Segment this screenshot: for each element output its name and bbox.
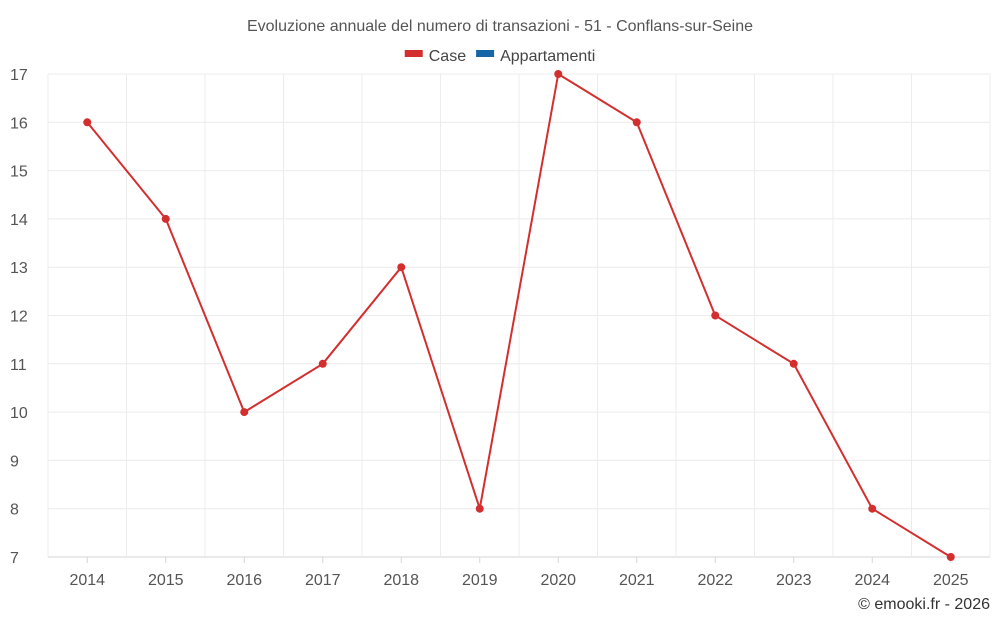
data-point[interactable] — [475, 504, 484, 513]
x-tick-label: 2014 — [69, 572, 105, 589]
y-tick-label: 12 — [10, 309, 28, 326]
data-point[interactable] — [397, 263, 406, 272]
x-tick-label: 2020 — [540, 572, 576, 589]
data-point[interactable] — [632, 118, 641, 127]
x-tick-label: 2024 — [854, 572, 890, 589]
y-axis-ticks: 7 8 9 10 11 12 13 14 15 16 17 — [10, 67, 28, 567]
x-tick-label: 2021 — [619, 572, 655, 589]
data-point[interactable] — [868, 504, 877, 513]
series-line-case — [86, 72, 952, 558]
data-point[interactable] — [554, 70, 563, 78]
data-point[interactable] — [318, 359, 327, 368]
credit-text: © emooki.fr - 2026 — [858, 596, 990, 613]
data-point[interactable] — [161, 214, 170, 223]
legend-swatch-case[interactable] — [404, 50, 423, 57]
y-tick-label: 9 — [10, 453, 19, 470]
legend: Case Appartamenti — [404, 48, 595, 65]
series — [83, 70, 955, 561]
y-tick-label: 17 — [10, 67, 28, 84]
data-point[interactable] — [946, 553, 955, 561]
y-tick-label: 15 — [10, 164, 28, 181]
x-tick-label: 2025 — [933, 572, 969, 589]
data-point[interactable] — [83, 118, 92, 127]
y-tick-label: 11 — [10, 357, 27, 374]
y-tick-label: 16 — [10, 115, 28, 132]
x-tick-label: 2019 — [462, 572, 498, 589]
data-point[interactable] — [789, 359, 798, 368]
data-point[interactable] — [240, 408, 249, 417]
y-tick-label: 10 — [10, 405, 28, 422]
x-tick-label: 2023 — [776, 572, 812, 589]
y-tick-label: 7 — [10, 550, 19, 567]
y-tick-label: 13 — [10, 260, 28, 277]
x-tick-label: 2016 — [226, 572, 262, 589]
x-axis-ticks: 2014 2015 2016 2017 2018 2019 2020 2021 2022 2023… — [69, 557, 969, 589]
legend-label-appartamenti: Appartamenti — [500, 48, 595, 65]
legend-label-case: Case — [429, 48, 466, 65]
y-tick-label: 14 — [10, 212, 28, 229]
y-tick-label: 8 — [10, 502, 19, 519]
legend-swatch-appartamenti[interactable] — [476, 50, 495, 57]
x-tick-label: 2015 — [148, 572, 184, 589]
x-tick-label: 2022 — [697, 572, 733, 589]
x-tick-label: 2018 — [383, 572, 419, 589]
x-tick-label: 2017 — [305, 572, 341, 589]
chart-title: Evoluzione annuale del numero di transaz… — [247, 18, 753, 35]
grid — [47, 73, 991, 558]
data-point[interactable] — [711, 311, 720, 320]
